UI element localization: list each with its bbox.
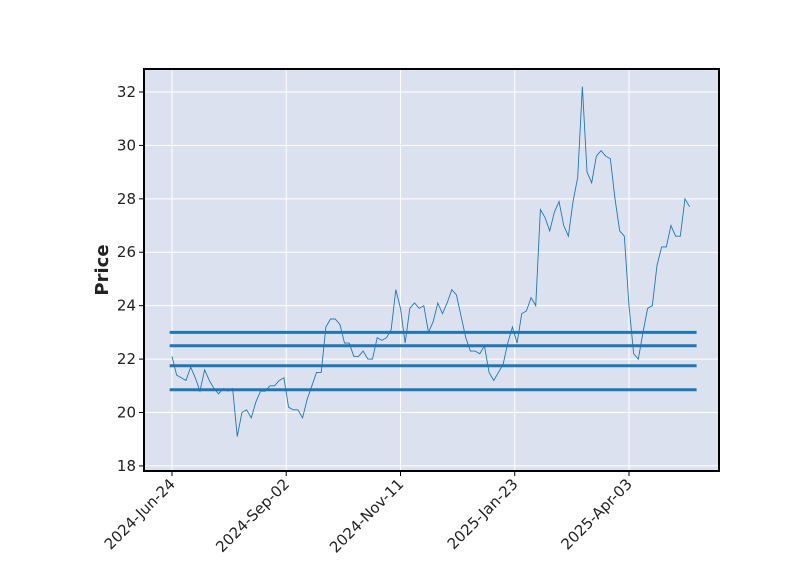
y-tick-label: 30	[117, 136, 136, 154]
y-tick-label: 24	[117, 297, 136, 315]
plot-background	[144, 69, 719, 471]
y-tick-label: 20	[117, 404, 136, 422]
x-tick-label: 2024-Sep-02	[212, 475, 293, 556]
y-tick-label: 32	[117, 83, 136, 101]
y-tick-label: 28	[117, 190, 136, 208]
x-tick-label: 2024-Nov-11	[326, 475, 407, 556]
y-axis-label: Price	[92, 244, 113, 295]
price-line	[171, 86, 691, 437]
y-tick-label: 22	[117, 350, 136, 368]
plot-frame	[143, 68, 720, 472]
y-tick-label: 18	[117, 457, 136, 475]
y-tick-label: 26	[117, 243, 136, 261]
x-tick-label: 2025-Apr-03	[558, 475, 636, 553]
x-tick-label: 2025-Jan-23	[444, 475, 522, 553]
x-tick-label: 2024-Jun-24	[101, 475, 179, 553]
